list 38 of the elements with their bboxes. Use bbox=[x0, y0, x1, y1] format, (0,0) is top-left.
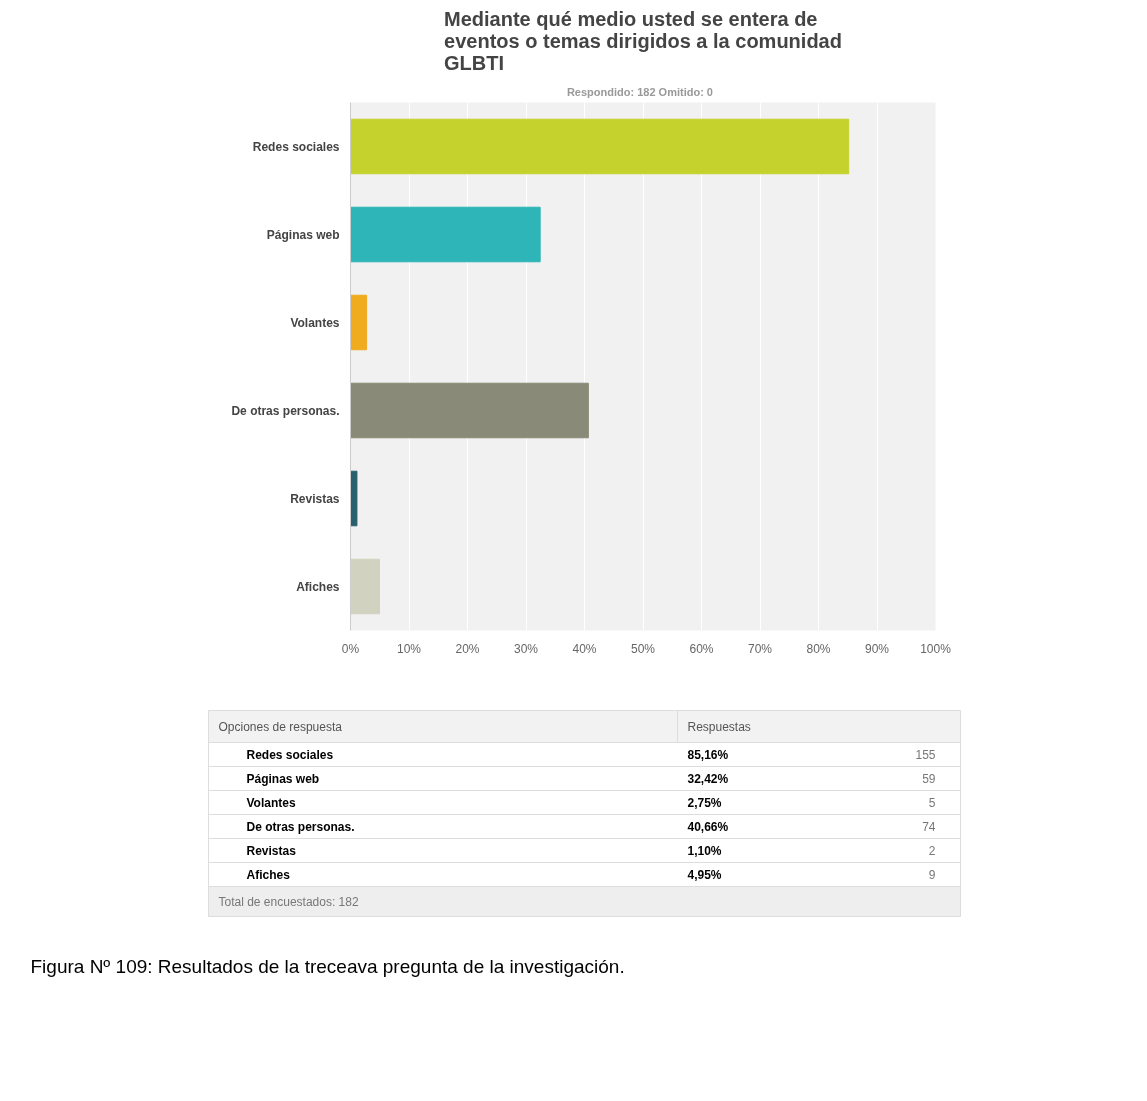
category-label: Afiches bbox=[246, 867, 290, 882]
y-tick-label: Redes sociales bbox=[252, 139, 340, 154]
text: 9 bbox=[928, 868, 936, 882]
text: Figura Nº 109: Resultados de la treceava pregunta de la investigación. bbox=[30, 956, 625, 977]
x-tick-label: 100% bbox=[920, 641, 952, 656]
x-tick-label: 60% bbox=[689, 641, 714, 656]
text: Respuestas bbox=[687, 719, 751, 734]
y-tick-label: Afiches bbox=[296, 579, 340, 594]
text: Opciones de respuesta bbox=[218, 719, 343, 734]
text: 5 bbox=[928, 796, 936, 810]
text: 74 bbox=[922, 820, 936, 834]
text: 32,42% bbox=[687, 771, 729, 786]
text: 1,10% bbox=[687, 843, 722, 858]
y-tick-label: Revistas bbox=[290, 491, 340, 506]
text: 2,75% bbox=[687, 795, 722, 810]
x-tick-label: 40% bbox=[572, 641, 597, 656]
x-tick-label: 30% bbox=[513, 641, 539, 656]
text: 2 bbox=[928, 844, 936, 858]
category-label: Revistas bbox=[246, 843, 296, 858]
x-tick-label: 90% bbox=[864, 641, 890, 656]
text: 59 bbox=[922, 772, 936, 786]
y-tick-label: Páginas web bbox=[266, 227, 340, 242]
chart-subtitle: Respondido: 182 Omitido: 0 bbox=[566, 85, 713, 98]
y-tick-label: Volantes bbox=[290, 315, 340, 330]
x-tick-label: 80% bbox=[806, 641, 831, 656]
category-label: Volantes bbox=[246, 795, 296, 810]
x-tick-label: 50% bbox=[630, 641, 656, 656]
x-tick-label: 70% bbox=[747, 641, 773, 656]
x-tick-label: 0% bbox=[341, 641, 360, 656]
x-tick-label: 10% bbox=[396, 641, 422, 656]
y-tick-label: De otras personas. bbox=[231, 403, 340, 418]
chart-title: Mediante qué medio usted se entera de eventos o temas dirigidos a la comunidad GLBTI bbox=[444, 7, 842, 74]
text: 4,95% bbox=[687, 867, 722, 882]
text: Total de encuestados: 182 bbox=[218, 894, 359, 909]
x-tick-label: 20% bbox=[455, 641, 480, 656]
text: 40,66% bbox=[687, 819, 729, 834]
text: 85,16% bbox=[687, 747, 729, 762]
text: 155 bbox=[915, 748, 936, 762]
